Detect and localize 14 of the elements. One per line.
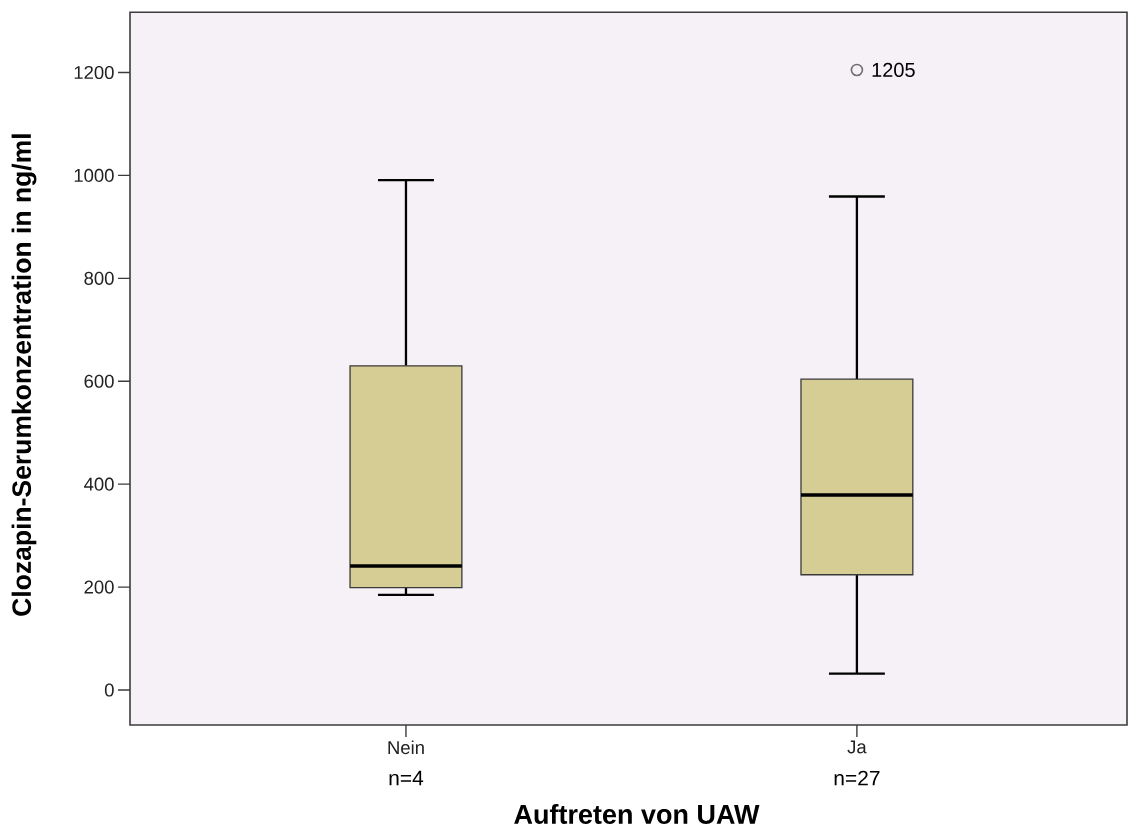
x-axis-title: Auftreten von UAW [514, 804, 760, 824]
y-tick-label: 1000 [74, 168, 114, 182]
y-tick-label: 0 [104, 683, 114, 697]
y-tick-label: 200 [84, 580, 114, 594]
y-tick-label: 400 [84, 477, 114, 491]
annotation: 1205 [872, 62, 915, 77]
x-tick-label: Ja [847, 740, 867, 754]
text: n=4 [389, 770, 424, 786]
y-tick-label: 1200 [74, 65, 114, 80]
y-tick-label: 600 [84, 374, 114, 388]
y-tick-label: 800 [84, 271, 114, 285]
text: n=27 [834, 770, 880, 786]
y-axis-title: Clozapin-Serumkonzentration in ng/ml [11, 134, 37, 616]
x-tick-label: Nein [388, 740, 424, 755]
